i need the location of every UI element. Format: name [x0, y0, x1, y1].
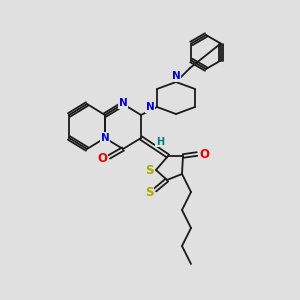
Text: N: N	[146, 102, 154, 112]
Text: H: H	[156, 137, 164, 147]
Text: O: O	[199, 148, 209, 160]
Text: S: S	[145, 187, 153, 200]
Text: N: N	[172, 71, 180, 81]
Text: N: N	[118, 98, 127, 108]
Text: O: O	[97, 152, 107, 166]
Text: S: S	[145, 164, 153, 178]
Text: N: N	[100, 133, 109, 143]
